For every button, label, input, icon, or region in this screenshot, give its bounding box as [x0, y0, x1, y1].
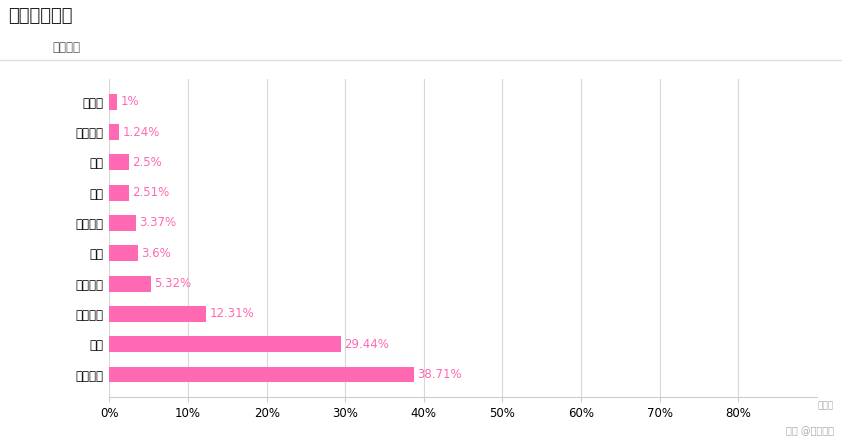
Bar [109, 154, 129, 170]
Text: 2.5%: 2.5% [132, 156, 162, 169]
Text: 5.32%: 5.32% [154, 277, 191, 290]
Bar [109, 367, 413, 382]
Bar [109, 124, 120, 140]
Text: 百分比: 百分比 [818, 401, 834, 410]
Bar [109, 336, 341, 352]
Text: 就业行业分布: 就业行业分布 [8, 7, 73, 25]
Text: 1.24%: 1.24% [122, 126, 160, 138]
Bar [109, 246, 138, 261]
Text: 就业行业: 就业行业 [53, 41, 81, 54]
Text: 38.71%: 38.71% [417, 368, 461, 381]
Text: 头条 @志愿工匠: 头条 @志愿工匠 [786, 426, 834, 437]
Text: 3.37%: 3.37% [139, 217, 176, 229]
Text: 29.44%: 29.44% [344, 338, 389, 351]
Bar [109, 306, 206, 322]
Bar [109, 185, 129, 201]
Text: 2.51%: 2.51% [132, 186, 169, 199]
Bar [109, 215, 136, 231]
Text: 3.6%: 3.6% [141, 247, 171, 260]
Text: 1%: 1% [120, 95, 139, 108]
Text: 12.31%: 12.31% [210, 307, 254, 321]
Bar [109, 94, 117, 109]
Bar [109, 276, 152, 292]
